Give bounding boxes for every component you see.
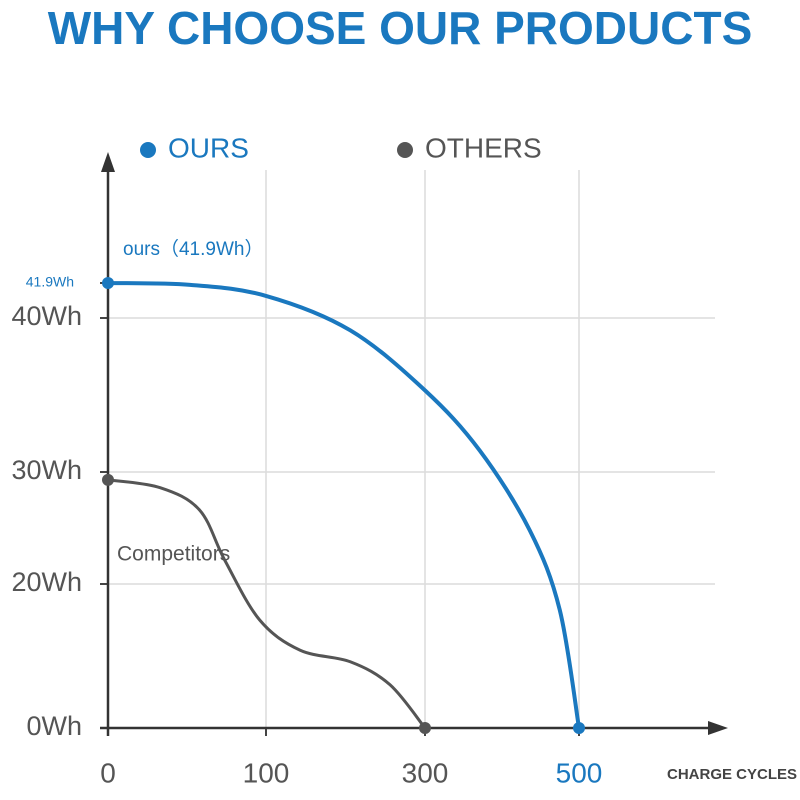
series-line	[107, 281, 581, 729]
legend-marker	[397, 142, 413, 158]
x-tick-label: 300	[402, 757, 449, 788]
chart-title: WHY CHOOSE OUR PRODUCTS	[48, 2, 753, 54]
y-tick-label: 30Wh	[11, 455, 82, 485]
annotation: ours（41.9Wh）	[123, 238, 263, 260]
y-tick-label: 40Wh	[11, 301, 82, 331]
point-marker	[419, 722, 431, 734]
x-tick-label: 0	[100, 757, 116, 788]
legend-label: OURS	[168, 132, 249, 163]
x-axis-arrow	[708, 721, 728, 735]
point-marker	[102, 473, 114, 486]
x-axis-label: CHARGE CYCLES	[667, 766, 797, 783]
x-tick-label: 100	[243, 757, 290, 788]
series-line	[107, 478, 427, 729]
x-tick-label: 500	[556, 757, 603, 788]
y-tick-label: 41.9Wh	[26, 274, 74, 290]
legend-label: OTHERS	[425, 132, 542, 163]
y-tick-label: 0Wh	[26, 711, 82, 741]
annotation: Competitors	[117, 543, 230, 566]
point-marker	[573, 722, 585, 734]
y-tick-label: 20Wh	[11, 567, 82, 597]
point-marker	[102, 277, 114, 289]
y-axis-arrow	[101, 152, 115, 172]
legend-marker	[140, 142, 156, 158]
